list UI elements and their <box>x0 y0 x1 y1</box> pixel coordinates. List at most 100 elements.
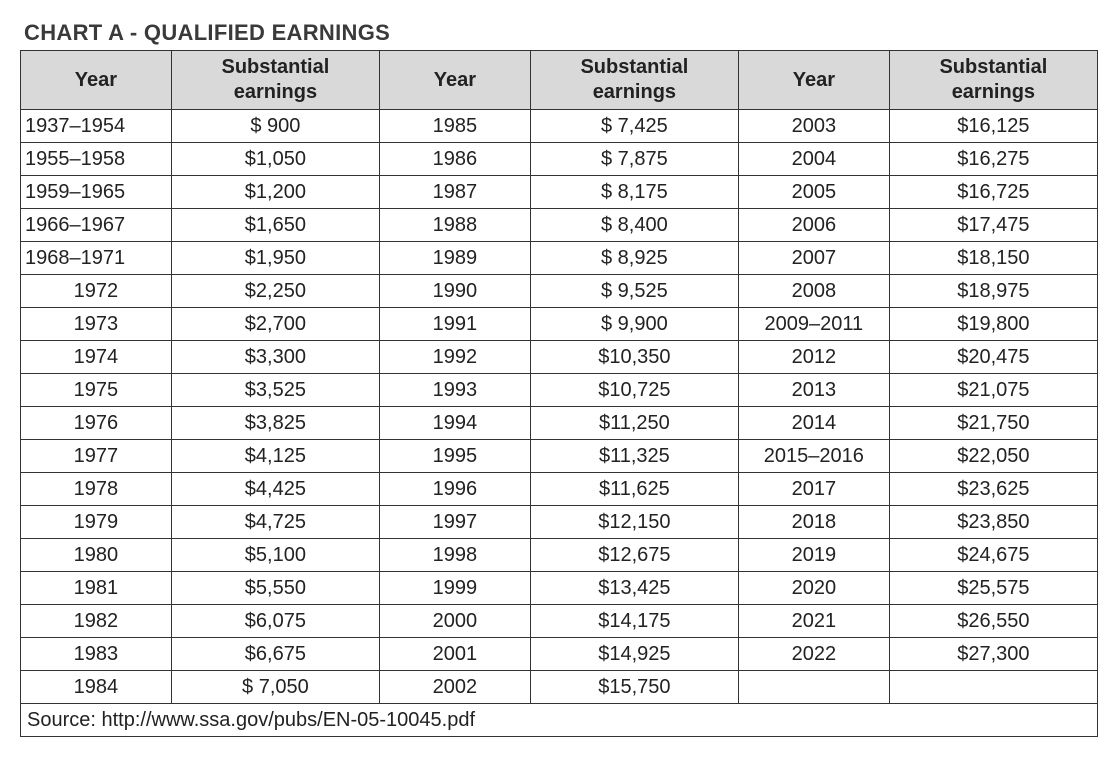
cell-year: 1975 <box>21 374 172 407</box>
cell-year: 2020 <box>738 572 889 605</box>
cell-year: 2002 <box>379 671 530 704</box>
cell-earnings: $25,575 <box>889 572 1097 605</box>
cell-year: 2014 <box>738 407 889 440</box>
table-row: 1982$6,0752000$14,1752021$26,550 <box>21 605 1098 638</box>
cell-earnings: $2,250 <box>171 275 379 308</box>
cell-earnings: $14,925 <box>530 638 738 671</box>
cell-year: 2000 <box>379 605 530 638</box>
table-row: 1972$2,2501990$ 9,5252008$18,975 <box>21 275 1098 308</box>
cell-year: 1985 <box>379 110 530 143</box>
cell-earnings: $1,650 <box>171 209 379 242</box>
cell-year: 1994 <box>379 407 530 440</box>
cell-year: 2018 <box>738 506 889 539</box>
cell-earnings: $24,675 <box>889 539 1097 572</box>
cell-earnings: $ 8,925 <box>530 242 738 275</box>
table-row: 1979$4,7251997$12,1502018$23,850 <box>21 506 1098 539</box>
cell-earnings: $1,050 <box>171 143 379 176</box>
table-row: 1980$5,1001998$12,6752019$24,675 <box>21 539 1098 572</box>
cell-year: 2022 <box>738 638 889 671</box>
cell-earnings: $3,825 <box>171 407 379 440</box>
cell-year: 1982 <box>21 605 172 638</box>
cell-earnings: $15,750 <box>530 671 738 704</box>
cell-year: 1988 <box>379 209 530 242</box>
cell-year: 1993 <box>379 374 530 407</box>
cell-year: 2013 <box>738 374 889 407</box>
cell-earnings: $10,350 <box>530 341 738 374</box>
cell-year: 1991 <box>379 308 530 341</box>
qualified-earnings-table: Year Substantial earnings Year Substanti… <box>20 50 1098 737</box>
cell-year: 2009–2011 <box>738 308 889 341</box>
cell-year: 1998 <box>379 539 530 572</box>
cell-year: 2021 <box>738 605 889 638</box>
cell-earnings: $1,950 <box>171 242 379 275</box>
cell-earnings: $21,075 <box>889 374 1097 407</box>
cell-earnings: $ 8,400 <box>530 209 738 242</box>
cell-earnings: $20,475 <box>889 341 1097 374</box>
cell-earnings: $5,550 <box>171 572 379 605</box>
cell-year: 1999 <box>379 572 530 605</box>
cell-year: 1995 <box>379 440 530 473</box>
cell-year: 1986 <box>379 143 530 176</box>
table-row: 1955–1958$1,0501986$ 7,8752004$16,275 <box>21 143 1098 176</box>
chart-title: CHART A - QUALIFIED EARNINGS <box>24 20 1100 46</box>
cell-earnings: $10,725 <box>530 374 738 407</box>
cell-earnings: $19,800 <box>889 308 1097 341</box>
cell-year: 2001 <box>379 638 530 671</box>
cell-year: 1976 <box>21 407 172 440</box>
cell-earnings: $ 9,525 <box>530 275 738 308</box>
cell-year: 2012 <box>738 341 889 374</box>
cell-year: 1992 <box>379 341 530 374</box>
table-row: 1959–1965$1,2001987$ 8,1752005$16,725 <box>21 176 1098 209</box>
cell-earnings <box>889 671 1097 704</box>
cell-earnings: $13,425 <box>530 572 738 605</box>
cell-year: 1984 <box>21 671 172 704</box>
cell-earnings: $11,325 <box>530 440 738 473</box>
cell-year: 1978 <box>21 473 172 506</box>
col-header-earnings-1: Substantial earnings <box>171 51 379 110</box>
col-header-year-2: Year <box>379 51 530 110</box>
cell-earnings: $11,625 <box>530 473 738 506</box>
cell-earnings: $17,475 <box>889 209 1097 242</box>
cell-year: 1979 <box>21 506 172 539</box>
cell-year: 2015–2016 <box>738 440 889 473</box>
cell-earnings: $ 7,875 <box>530 143 738 176</box>
cell-year: 1996 <box>379 473 530 506</box>
cell-earnings: $6,075 <box>171 605 379 638</box>
table-row: 1974$3,3001992$10,3502012$20,475 <box>21 341 1098 374</box>
cell-year: 2005 <box>738 176 889 209</box>
cell-year: 1977 <box>21 440 172 473</box>
cell-earnings: $23,625 <box>889 473 1097 506</box>
col-header-earnings-3: Substantial earnings <box>889 51 1097 110</box>
cell-year: 1955–1958 <box>21 143 172 176</box>
cell-year: 1981 <box>21 572 172 605</box>
cell-year: 1997 <box>379 506 530 539</box>
cell-year: 2006 <box>738 209 889 242</box>
cell-year: 2007 <box>738 242 889 275</box>
table-header-row: Year Substantial earnings Year Substanti… <box>21 51 1098 110</box>
table-row: 1975$3,5251993$10,7252013$21,075 <box>21 374 1098 407</box>
cell-earnings: $1,200 <box>171 176 379 209</box>
cell-year <box>738 671 889 704</box>
col-header-year-3: Year <box>738 51 889 110</box>
cell-year: 1973 <box>21 308 172 341</box>
cell-earnings: $12,675 <box>530 539 738 572</box>
cell-earnings: $12,150 <box>530 506 738 539</box>
table-row: 1973$2,7001991$ 9,9002009–2011$19,800 <box>21 308 1098 341</box>
cell-earnings: $4,425 <box>171 473 379 506</box>
cell-earnings: $4,125 <box>171 440 379 473</box>
cell-earnings: $4,725 <box>171 506 379 539</box>
cell-year: 2017 <box>738 473 889 506</box>
cell-earnings: $23,850 <box>889 506 1097 539</box>
cell-year: 2019 <box>738 539 889 572</box>
table-row: 1966–1967$1,6501988$ 8,4002006$17,475 <box>21 209 1098 242</box>
table-row: 1937–1954$ 9001985$ 7,4252003$16,125 <box>21 110 1098 143</box>
cell-year: 1983 <box>21 638 172 671</box>
cell-year: 1966–1967 <box>21 209 172 242</box>
cell-earnings: $5,100 <box>171 539 379 572</box>
col-header-year-1: Year <box>21 51 172 110</box>
cell-earnings: $ 7,425 <box>530 110 738 143</box>
cell-year: 1959–1965 <box>21 176 172 209</box>
table-row: 1983$6,6752001$14,9252022$27,300 <box>21 638 1098 671</box>
table-row: 1978$4,4251996$11,6252017$23,625 <box>21 473 1098 506</box>
cell-year: 1990 <box>379 275 530 308</box>
